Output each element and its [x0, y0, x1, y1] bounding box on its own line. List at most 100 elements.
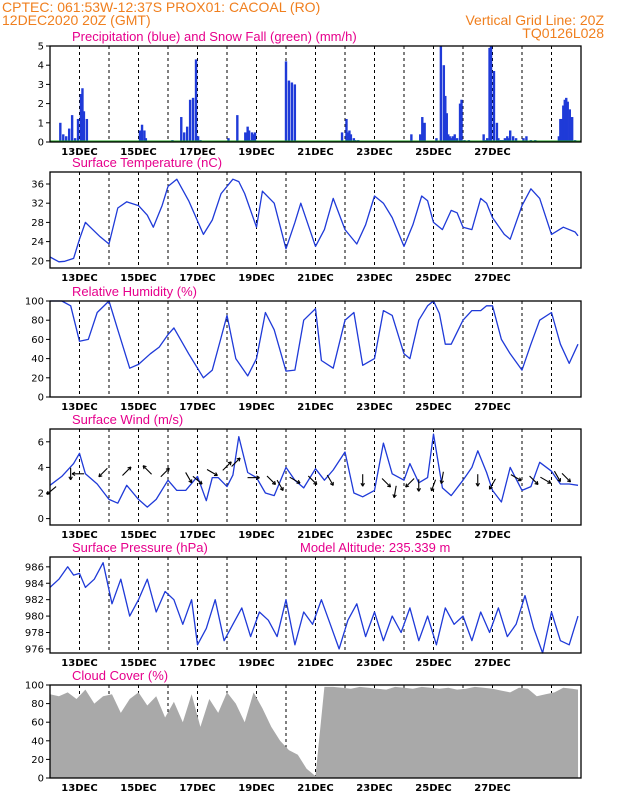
precip-bar	[511, 136, 515, 142]
wind-arrow	[439, 471, 444, 484]
x-tick-label: 19DEC	[238, 273, 274, 284]
precip-bar	[566, 101, 569, 142]
x-tick-label: 13DEC	[61, 658, 97, 669]
precip-bar	[522, 138, 525, 142]
precip-bar	[346, 132, 350, 142]
x-tick-label: 27DEC	[474, 530, 510, 541]
run-time: 12DEC2020 20Z (GMT)	[2, 12, 151, 28]
plot-frame	[49, 300, 582, 398]
y-tick-label: 980	[25, 612, 44, 623]
rh-plot: 0 20 40 60 80 100 13DEC 15DEC 17DEC 19DEC 21DEC 23D…	[25, 297, 582, 413]
precip-bar	[492, 70, 496, 142]
panel-wind: Surface Wind (m/s) 0 2 4 6 13DEC 15DEC 17DEC 19…	[38, 412, 582, 541]
x-tick-label: 15DEC	[120, 147, 156, 158]
precip-bar	[76, 118, 80, 142]
y-tick-label: 2	[38, 489, 44, 500]
x-tick-label: 23DEC	[356, 658, 392, 669]
y-tick-label: 24	[31, 237, 44, 248]
x-tick-label: 13DEC	[61, 273, 97, 284]
precip-bar	[439, 46, 443, 142]
wind-plot: 0 2 4 6 13DEC 15DEC 17DEC 19DEC 21DEC 23DEC 25DEC 2…	[38, 428, 582, 541]
precip-bar	[559, 118, 562, 142]
precip-bar	[560, 118, 564, 142]
precip-bar	[236, 115, 239, 142]
y-tick-label: 80	[31, 699, 44, 710]
y-tick-label: 28	[31, 218, 44, 229]
x-tick-label: 25DEC	[415, 530, 451, 541]
wind-arrow	[405, 478, 415, 488]
wind-arrow	[192, 475, 203, 485]
wind-arrow	[488, 478, 496, 490]
precip-bar	[194, 59, 198, 142]
y-tick-label: 978	[25, 628, 44, 639]
wind-arrow	[289, 476, 301, 484]
wind-arrow	[561, 473, 572, 483]
wind-arrow	[475, 474, 480, 487]
wind-arrow	[307, 475, 318, 485]
precip-bar	[250, 132, 254, 142]
precip-bar	[191, 97, 195, 142]
wind-arrow	[529, 475, 539, 485]
precip-bar	[180, 117, 183, 142]
precip-bar	[188, 99, 192, 142]
precip-bar	[70, 115, 74, 142]
wind-arrow	[553, 470, 561, 483]
precip-bar	[563, 99, 566, 142]
cloud-cover-area	[50, 686, 579, 778]
wind-title: Surface Wind (m/s)	[72, 412, 183, 427]
x-tick-label: 19DEC	[238, 402, 274, 413]
wind-arrow	[392, 485, 397, 498]
y-tick-label: 4	[38, 463, 44, 474]
precip-bar	[489, 46, 493, 142]
precip-bar	[509, 130, 512, 142]
x-tick-label: 13DEC	[61, 402, 97, 413]
wind-arrow	[142, 465, 152, 475]
wind-arrow	[416, 479, 421, 492]
wind-arrow	[222, 461, 232, 471]
precip-bar	[227, 138, 230, 142]
y-tick-label: 20	[31, 755, 44, 766]
pressure-title: Surface Pressure (hPa)	[72, 540, 208, 555]
panel-temperature: Surface Temperature (nC) 20 24 28 32 36 13DEC…	[31, 155, 582, 284]
wind-arrow	[540, 476, 552, 484]
x-tick-label: 21DEC	[297, 147, 333, 158]
x-tick-label: 23DEC	[356, 530, 392, 541]
precip-bar	[451, 136, 454, 142]
temp-series-line	[49, 178, 579, 263]
precip-bar	[185, 126, 189, 142]
y-tick-label: 20	[31, 256, 44, 267]
precip-bar	[183, 132, 186, 142]
y-tick-label: 36	[31, 180, 44, 191]
model-altitude: Model Altitude: 235.339 m	[300, 540, 450, 555]
x-tick-label: 19DEC	[238, 530, 274, 541]
y-tick-label: 3	[38, 80, 44, 91]
x-tick-label: 27DEC	[474, 783, 510, 794]
precip-bar	[252, 134, 255, 142]
precip-bar	[59, 122, 62, 142]
x-tick-label: 13DEC	[61, 530, 97, 541]
precip-bar	[290, 82, 294, 142]
wind-arrow	[68, 467, 73, 481]
x-tick-label: 23DEC	[356, 147, 392, 158]
header: CPTEC: 061:53W-12:37S PROX01: CACOAL (RO…	[2, 0, 604, 41]
wind-arrow	[185, 472, 193, 484]
precip-bar	[444, 95, 447, 142]
x-tick-label: 23DEC	[356, 273, 392, 284]
x-tick-label: 15DEC	[120, 273, 156, 284]
panel-precipitation: Precipitation (blue) and Snow Fall (gree…	[38, 29, 582, 158]
precip-bar	[453, 134, 456, 142]
precip-plot: 0 1 2 3 4 5 13DEC 15DEC 17DEC 19DEC 21DEC 23DEC 25DE…	[38, 42, 582, 158]
x-tick-label: 27DEC	[474, 402, 510, 413]
grid-line-note: Vertical Grid Line: 20Z	[465, 12, 604, 28]
y-tick-label: 32	[31, 199, 44, 210]
x-tick-label: 23DEC	[356, 402, 392, 413]
y-tick-label: 5	[38, 42, 44, 53]
x-tick-label: 15DEC	[120, 783, 156, 794]
precip-bar	[352, 138, 356, 142]
x-tick-label: 15DEC	[120, 530, 156, 541]
x-tick-label: 13DEC	[61, 783, 97, 794]
x-tick-label: 23DEC	[356, 783, 392, 794]
x-tick-label: 21DEC	[297, 273, 333, 284]
x-tick-label: 25DEC	[415, 273, 451, 284]
